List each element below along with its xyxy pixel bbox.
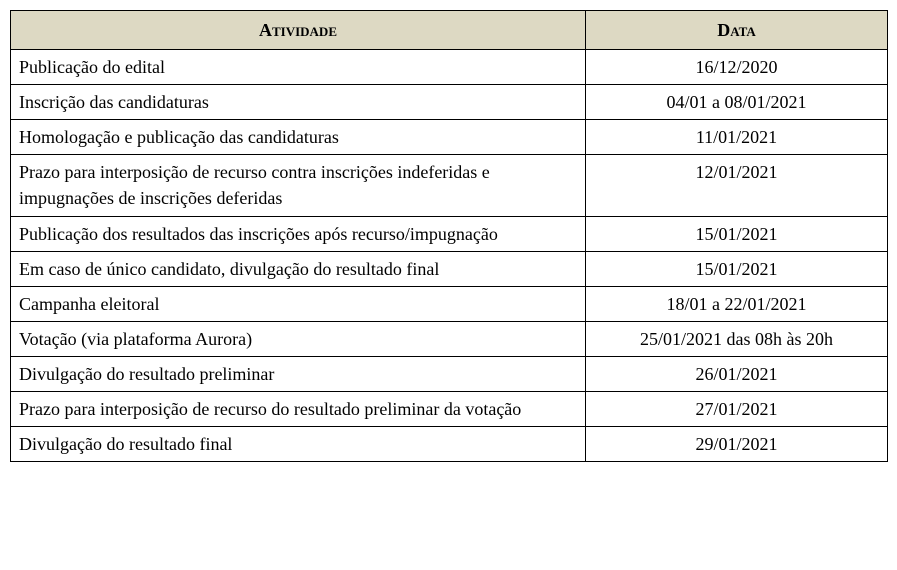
cell-activity: Divulgação do resultado final bbox=[11, 427, 586, 462]
cell-data: 12/01/2021 bbox=[586, 155, 888, 216]
cell-activity: Inscrição das candidaturas bbox=[11, 85, 586, 120]
cell-data: 25/01/2021 das 08h às 20h bbox=[586, 321, 888, 356]
col-header-activity: Atividade bbox=[11, 11, 586, 50]
cell-data: 15/01/2021 bbox=[586, 216, 888, 251]
cell-activity: Votação (via plataforma Aurora) bbox=[11, 321, 586, 356]
cell-activity: Homologação e publicação das candidatura… bbox=[11, 120, 586, 155]
cell-activity: Campanha eleitoral bbox=[11, 286, 586, 321]
cell-data: 04/01 a 08/01/2021 bbox=[586, 85, 888, 120]
table-row: Em caso de único candidato, divulgação d… bbox=[11, 251, 888, 286]
cell-data: 27/01/2021 bbox=[586, 392, 888, 427]
cell-activity: Publicação dos resultados das inscrições… bbox=[11, 216, 586, 251]
table-row: Inscrição das candidaturas 04/01 a 08/01… bbox=[11, 85, 888, 120]
col-header-data: Data bbox=[586, 11, 888, 50]
table-row: Prazo para interposição de recurso do re… bbox=[11, 392, 888, 427]
cell-data: 18/01 a 22/01/2021 bbox=[586, 286, 888, 321]
cell-data: 16/12/2020 bbox=[586, 50, 888, 85]
table-row: Homologação e publicação das candidatura… bbox=[11, 120, 888, 155]
table-row: Campanha eleitoral 18/01 a 22/01/2021 bbox=[11, 286, 888, 321]
cell-activity: Em caso de único candidato, divulgação d… bbox=[11, 251, 586, 286]
table-row: Divulgação do resultado preliminar 26/01… bbox=[11, 356, 888, 391]
cell-activity: Publicação do edital bbox=[11, 50, 586, 85]
cell-data: 29/01/2021 bbox=[586, 427, 888, 462]
table-row: Publicação dos resultados das inscrições… bbox=[11, 216, 888, 251]
table-row: Divulgação do resultado final 29/01/2021 bbox=[11, 427, 888, 462]
cell-activity: Divulgação do resultado preliminar bbox=[11, 356, 586, 391]
table-row: Prazo para interposição de recurso contr… bbox=[11, 155, 888, 216]
cell-activity: Prazo para interposição de recurso do re… bbox=[11, 392, 586, 427]
table-row: Publicação do edital 16/12/2020 bbox=[11, 50, 888, 85]
table-header-row: Atividade Data bbox=[11, 11, 888, 50]
cell-data: 11/01/2021 bbox=[586, 120, 888, 155]
table-row: Votação (via plataforma Aurora) 25/01/20… bbox=[11, 321, 888, 356]
schedule-table: Atividade Data Publicação do edital 16/1… bbox=[10, 10, 888, 462]
cell-activity: Prazo para interposição de recurso contr… bbox=[11, 155, 586, 216]
cell-data: 15/01/2021 bbox=[586, 251, 888, 286]
cell-data: 26/01/2021 bbox=[586, 356, 888, 391]
